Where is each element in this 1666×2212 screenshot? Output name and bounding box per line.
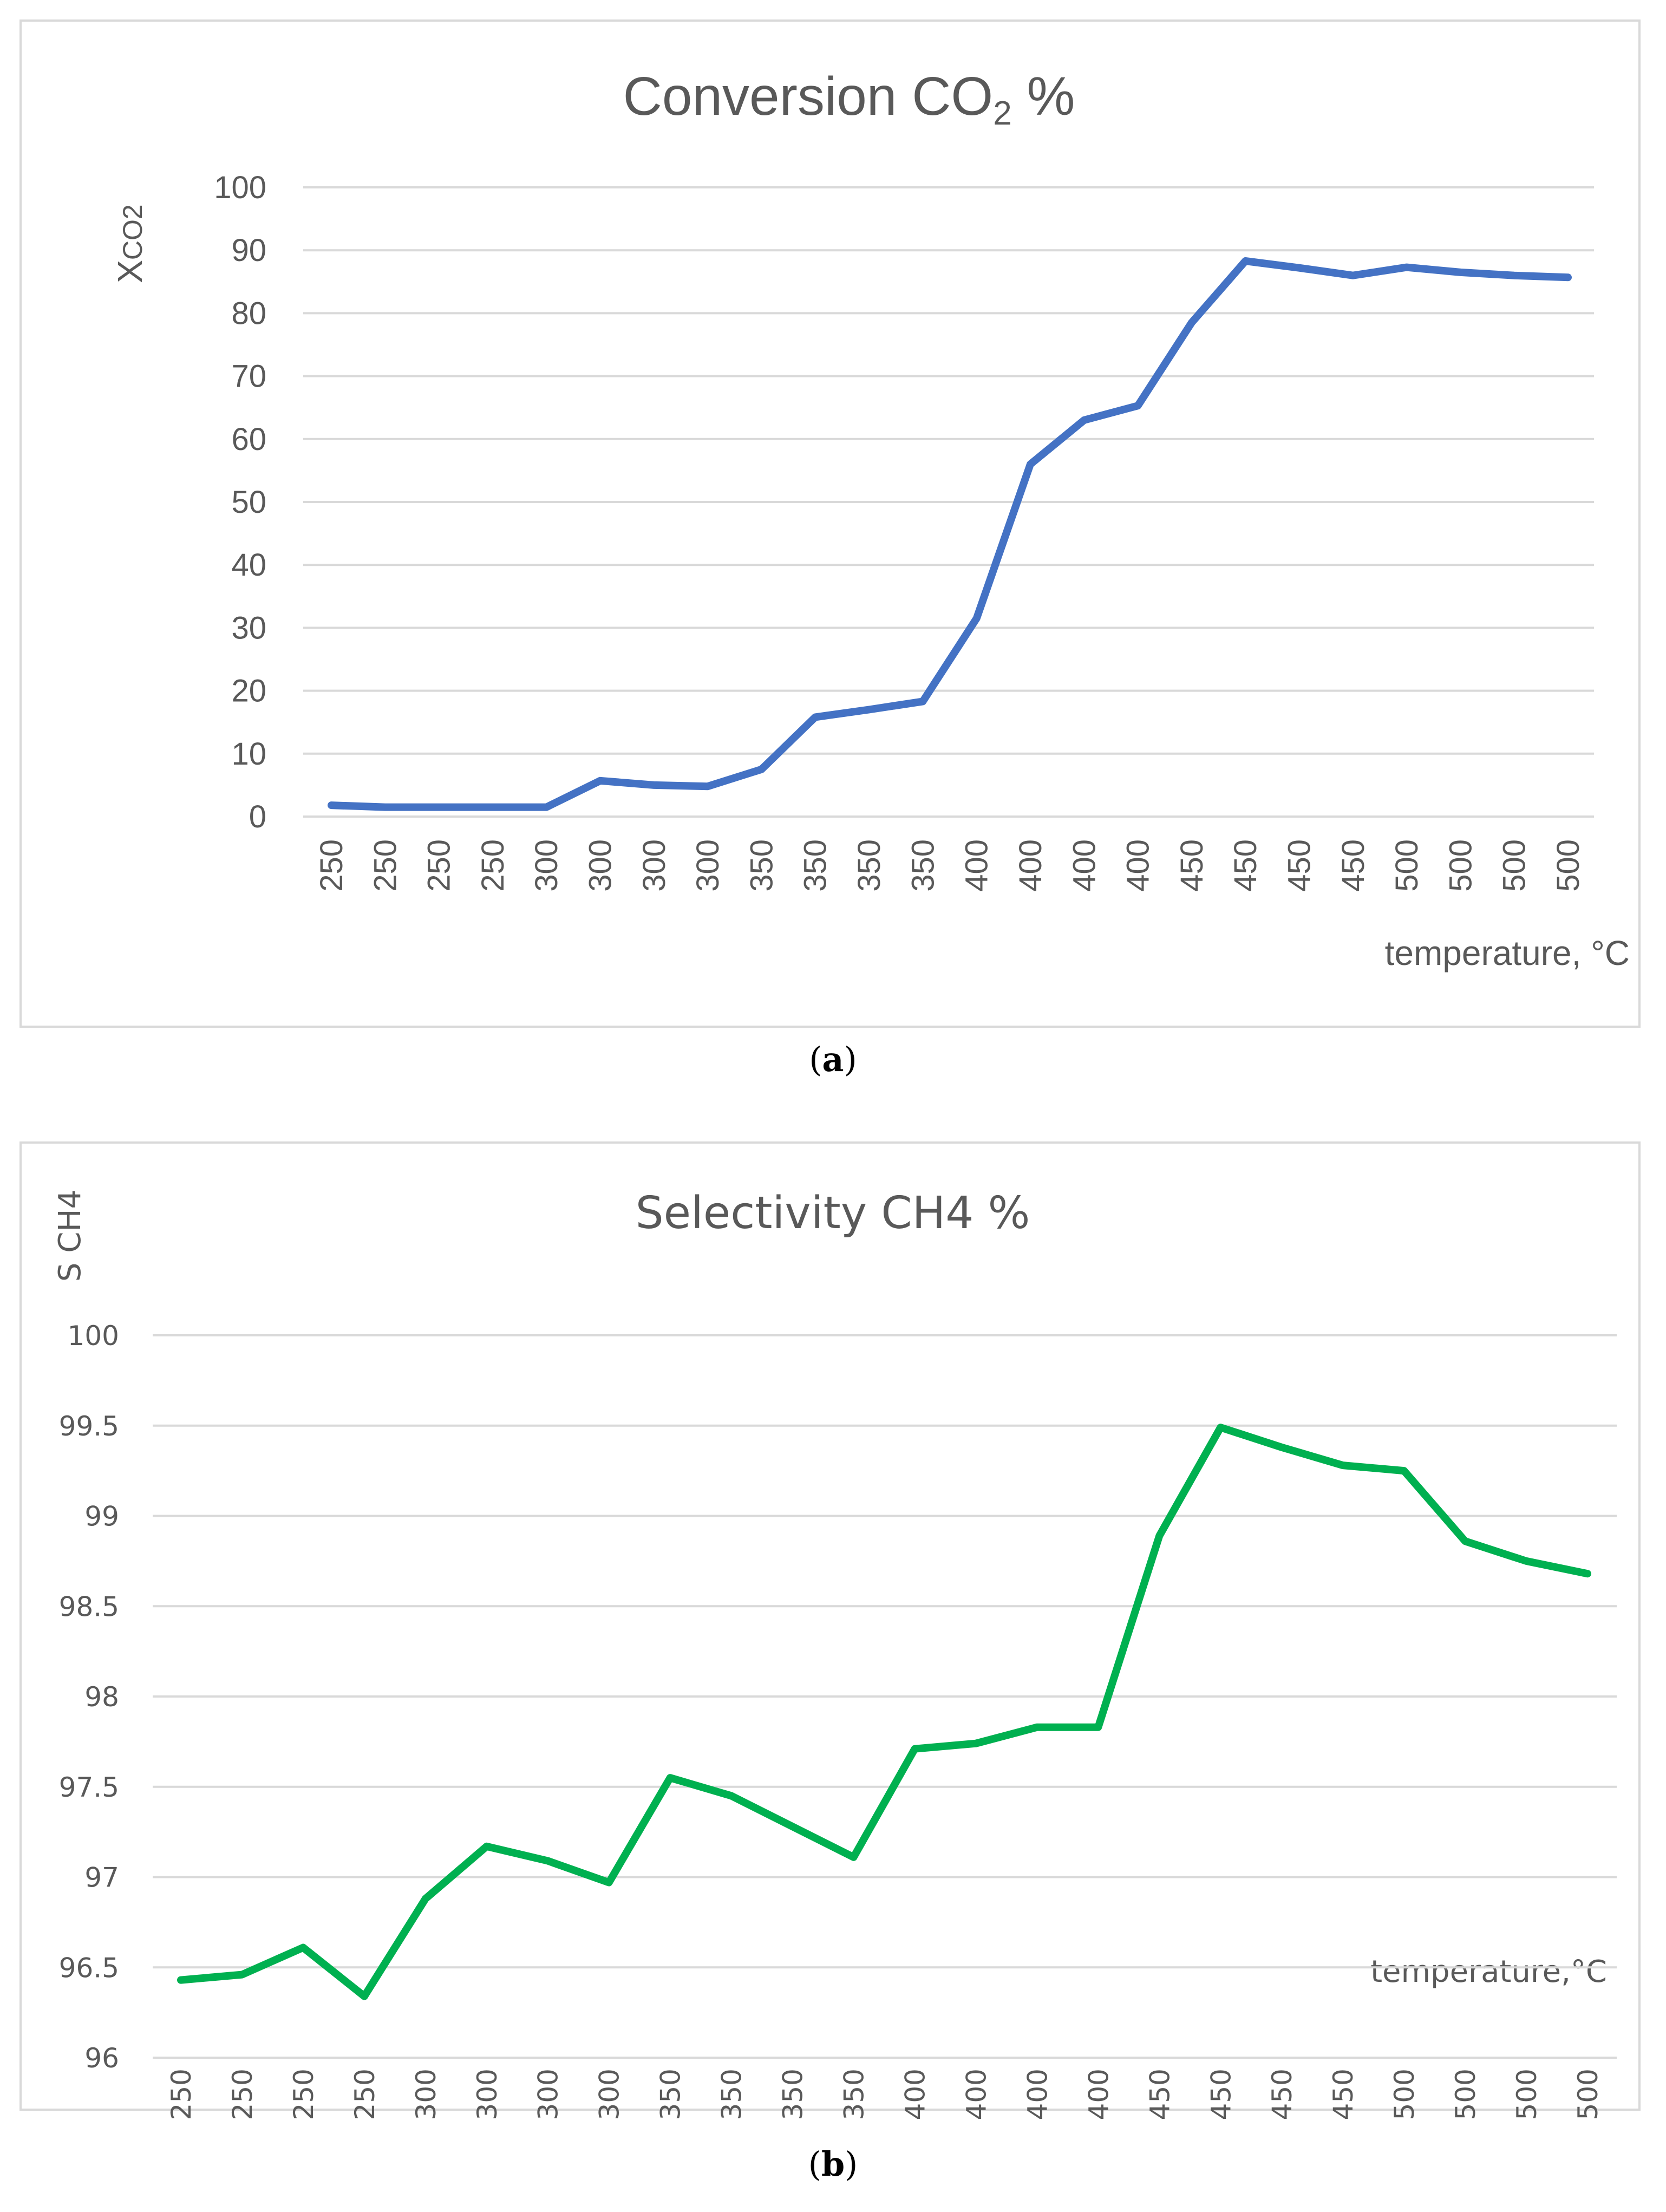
chart-b-xtick-label: 400 xyxy=(1083,2069,1114,2120)
chart-a-title: Conversion CO2 % xyxy=(623,66,1075,132)
chart-a-title-suffix: % xyxy=(1012,66,1075,127)
chart-b-ytick-label: 96 xyxy=(84,2043,119,2074)
chart-a-ytick-label: 90 xyxy=(231,233,266,268)
chart-a-ylabel-sub: CO2 xyxy=(117,204,148,260)
chart-a-xtick-label: 300 xyxy=(637,839,672,892)
chart-a-ytick-label: 20 xyxy=(231,674,266,709)
chart-b-ytick-label: 98.5 xyxy=(59,1591,119,1622)
chart-a-xtick-label: 450 xyxy=(1228,839,1263,892)
caption-a-label: a xyxy=(822,1040,844,1079)
chart-a-xtick-label: 350 xyxy=(905,839,940,892)
chart-b-xtick-label: 300 xyxy=(410,2069,442,2120)
chart-b-ylabel: S CH4 xyxy=(53,1190,88,1282)
chart-a-xtick-label: 500 xyxy=(1443,839,1478,892)
chart-b-xtick-label: 450 xyxy=(1266,2069,1298,2120)
chart-a-xtick-label: 250 xyxy=(314,839,349,892)
chart-b-ytick-label: 97 xyxy=(84,1862,119,1894)
chart-b-xtick-label: 350 xyxy=(716,2069,748,2120)
chart-a-xtick-label: 300 xyxy=(690,839,726,892)
chart-a-xtick-label: 250 xyxy=(422,839,457,892)
chart-a-xtick-label: 400 xyxy=(1013,839,1048,892)
chart-a-xtick-label: 250 xyxy=(368,839,403,892)
chart-a-ylabel-main: X xyxy=(110,260,149,283)
chart-b-ytick-label: 99 xyxy=(84,1501,119,1532)
chart-a-title-sub: 2 xyxy=(993,95,1011,132)
chart-b-xtick-label: 300 xyxy=(594,2069,625,2120)
chart-a-title-main: Conversion CO xyxy=(623,66,994,127)
chart-a-marks: 0 10 20 30 40 50 60 70 80 90 100 250 250 250 250 300 300… xyxy=(214,170,1594,892)
chart-b-xtick-label: 350 xyxy=(655,2069,687,2120)
chart-b-xtick-label: 500 xyxy=(1389,2069,1420,2120)
chart-b-ytick-label: 96.5 xyxy=(59,1952,119,1983)
chart-a-ytick-label: 30 xyxy=(231,610,266,645)
chart-b-ytick-label: 99.5 xyxy=(59,1411,119,1442)
chart-b-ytick-label: 97.5 xyxy=(59,1772,119,1803)
chart-b-xtick-label: 500 xyxy=(1572,2069,1604,2120)
chart-a-ytick-label: 100 xyxy=(214,170,266,205)
chart-b-title: Selectivity CH4 % xyxy=(636,1187,1030,1239)
caption-b: (b) xyxy=(808,2144,858,2184)
chart-a-xtick-label: 350 xyxy=(744,839,779,892)
chart-b-series-line xyxy=(177,1424,1591,2000)
chart-a-ytick-label: 70 xyxy=(231,359,266,394)
chart-b-marks: 96 96.5 97 97.5 98 98.5 99 99.5 100 250 250 250 250 3… xyxy=(59,1320,1617,2120)
chart-a-xtick-label: 500 xyxy=(1389,839,1425,892)
chart-b-xtick-label: 300 xyxy=(472,2069,503,2120)
chart-a-ytick-label: 60 xyxy=(231,422,266,457)
chart-a-ytick-label: 0 xyxy=(249,799,266,834)
chart-a-ytick-label: 40 xyxy=(231,547,266,583)
chart-a-ytick-label: 80 xyxy=(231,296,266,331)
chart-b-xtick-label: 450 xyxy=(1205,2069,1237,2120)
chart-a-xtick-label: 400 xyxy=(1121,839,1156,892)
chart-b-xtick-label: 400 xyxy=(899,2069,931,2120)
chart-a-xtick-label: 500 xyxy=(1551,839,1586,892)
chart-b-xlabel: temperature,°C xyxy=(1370,1954,1607,1989)
chart-a-xtick-label: 500 xyxy=(1497,839,1532,892)
chart-a-xtick-label: 450 xyxy=(1282,839,1317,892)
chart-a-xtick-label: 400 xyxy=(959,839,995,892)
chart-b-xtick-label: 400 xyxy=(961,2069,992,2120)
chart-b-xtick-label: 350 xyxy=(839,2069,870,2120)
chart-a-xtick-label: 350 xyxy=(852,839,887,892)
chart-b-xtick-label: 500 xyxy=(1511,2069,1543,2120)
chart-b-xtick-label: 350 xyxy=(778,2069,809,2120)
chart-a-xtick-label: 400 xyxy=(1067,839,1102,892)
chart-b-ytick-label: 98 xyxy=(84,1681,119,1713)
caption-a: (a) xyxy=(809,1040,857,1079)
chart-b-xtick-label: 300 xyxy=(533,2069,564,2120)
chart-a-xtick-label: 250 xyxy=(475,839,511,892)
chart-a-ytick-label: 50 xyxy=(231,485,266,520)
chart-a-xlabel: temperature, °C xyxy=(1385,934,1630,973)
chart-a-xtick-label: 300 xyxy=(529,839,564,892)
chart-b-xtick-label: 500 xyxy=(1450,2069,1481,2120)
chart-a-ytick-label: 10 xyxy=(231,736,266,772)
chart-a-xtick-label: 300 xyxy=(583,839,618,892)
chart-b-xtick-label: 250 xyxy=(349,2069,381,2120)
chart-b-xtick-label: 250 xyxy=(227,2069,258,2120)
chart-a-series-line xyxy=(328,257,1572,811)
chart-b-xtick-label: 450 xyxy=(1328,2069,1359,2120)
chart-a-xtick-label: 450 xyxy=(1174,839,1210,892)
chart-b-xtick-label: 250 xyxy=(288,2069,319,2120)
chart-b-xtick-label: 250 xyxy=(166,2069,197,2120)
chart-b-frame xyxy=(19,1141,1641,2111)
chart-a-xtick-label: 350 xyxy=(798,839,833,892)
chart-b-xtick-label: 400 xyxy=(1022,2069,1053,2120)
chart-a-ylabel: XCO2 xyxy=(110,204,149,283)
chart-b-xtick-label: 450 xyxy=(1144,2069,1175,2120)
caption-b-label: b xyxy=(821,2144,845,2184)
chart-a-xtick-label: 450 xyxy=(1336,839,1371,892)
chart-b-ytick-label: 100 xyxy=(68,1320,119,1352)
